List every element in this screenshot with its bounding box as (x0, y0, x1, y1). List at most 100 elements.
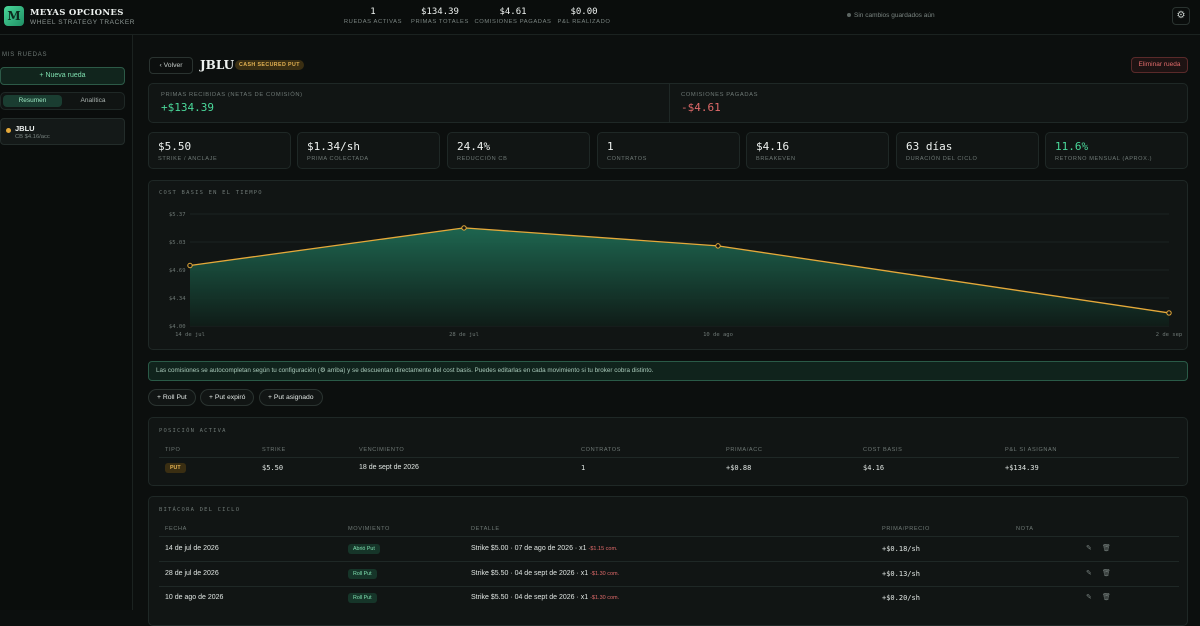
sidebar-tabs: Resumen Analítica (0, 92, 125, 110)
log-detail: Strike $5.50 · 04 de sept de 2026 · x1 -… (471, 594, 619, 601)
summary-panel: PRIMAS RECIBIDAS (NETAS DE COMISIÓN) +$1… (148, 83, 1188, 123)
app-subtitle: WHEEL STRATEGY TRACKER (30, 19, 136, 26)
active-position-panel: POSICIÓN ACTIVA TIPO STRIKE VENCIMIENTO … (148, 417, 1188, 486)
tab-resumen[interactable]: Resumen (3, 95, 62, 107)
page-title: JBLU (200, 58, 235, 72)
trash-icon[interactable]: 🗑 (1102, 570, 1111, 577)
column-header: DETALLE (471, 526, 500, 532)
action-label: Put asignado (273, 394, 314, 401)
y-tick-label: $4.34 (169, 296, 186, 302)
stat-realized-pnl: $0.00 P&L REALIZADO (557, 7, 611, 25)
edit-icon[interactable]: ✎ (1086, 545, 1092, 552)
trash-icon[interactable]: 🗑 (1102, 545, 1111, 552)
save-status-text: Sin cambios guardados aún (854, 12, 935, 19)
metric-card-monthly-return: 11.6% RETORNO MENSUAL (APROX.) (1045, 132, 1188, 169)
summary-label: PRIMAS RECIBIDAS (NETAS DE COMISIÓN) (161, 92, 303, 98)
summary-commissions: COMISIONES PAGADAS -$4.61 (681, 92, 758, 114)
stat-value: $0.00 (570, 7, 598, 17)
column-header: MOVIMIENTO (348, 526, 390, 532)
log-date: 10 de ago de 2026 (165, 594, 224, 601)
put-expired-button[interactable]: + Put expiró (200, 389, 255, 406)
status-dot-icon (847, 13, 851, 18)
log-detail: Strike $5.00 · 07 de ago de 2026 · x1 -$… (471, 545, 618, 552)
log-detail: Strike $5.50 · 04 de sept de 2026 · x1 -… (471, 570, 619, 577)
metric-value: $5.50 (158, 140, 192, 153)
log-price: +$0.18/sh (882, 545, 920, 553)
delete-wheel-button[interactable]: Eliminar rueda (1131, 57, 1188, 73)
divider (159, 457, 1179, 458)
x-tick-label: 28 de jul (449, 332, 479, 338)
x-tick-label: 14 de jul (175, 332, 205, 338)
x-tick-label: 2 de sep (1156, 332, 1183, 338)
chart-title: COST BASIS EN EL TIEMPO (159, 190, 263, 196)
settings-button[interactable]: ⚙ (1172, 7, 1190, 25)
commission-text: -$1.15 com. (588, 546, 618, 552)
stat-value: $134.39 (421, 7, 459, 17)
stat-label: RUEDAS ACTIVAS (343, 19, 403, 25)
column-header: COST BASIS (863, 447, 903, 453)
plus-icon: + (157, 394, 163, 401)
log-price: +$0.13/sh (882, 570, 920, 578)
section-title: BITÁCORA DEL CICLO (159, 507, 241, 513)
metric-label: CONTRATOS (607, 156, 647, 162)
type-badge: PUT (165, 463, 186, 473)
y-tick-label: $4.69 (169, 268, 186, 274)
detail-text: Strike $5.50 · 04 de sept de 2026 · x1 (471, 594, 589, 601)
back-label: Volver (163, 62, 183, 69)
edit-icon[interactable]: ✎ (1086, 570, 1092, 577)
trash-icon[interactable]: 🗑 (1102, 594, 1111, 601)
commission-info-note: Las comisiones se autocompletan según tu… (148, 361, 1188, 381)
summary-premiums: PRIMAS RECIBIDAS (NETAS DE COMISIÓN) +$1… (161, 92, 303, 114)
action-label: Roll Put (162, 394, 187, 401)
table-cell: $5.50 (262, 464, 284, 472)
table-cell: +$0.88 (726, 464, 752, 472)
metric-card-strike: $5.50 STRIKE / ANCLAJE (148, 132, 291, 169)
stat-label: PRIMAS TOTALES (410, 19, 469, 25)
roll-put-button[interactable]: + Roll Put (148, 389, 196, 406)
edit-icon[interactable]: ✎ (1086, 594, 1092, 601)
gear-icon: ⚙ (1176, 10, 1186, 21)
metric-card-duration: 63 días DURACIÓN DEL CICLO (896, 132, 1039, 169)
table-cell: $4.16 (863, 464, 885, 472)
detail-text: Strike $5.50 · 04 de sept de 2026 · x1 (471, 570, 589, 577)
wheel-item-jblu[interactable]: JBLU CB $4.16/acc (0, 118, 125, 145)
column-header: TIPO (165, 447, 181, 453)
column-header: NOTA (1016, 526, 1034, 532)
x-tick-label: 10 de ago (703, 332, 733, 338)
top-bar: M MEYAS OPCIONES WHEEL STRATEGY TRACKER … (0, 0, 1200, 35)
metric-card-premium: $1.34/sh PRIMA COLECTADA (297, 132, 440, 169)
metric-value: $4.16 (756, 140, 790, 153)
y-tick-label: $5.37 (169, 212, 186, 218)
detail-text: Strike $5.00 · 07 de ago de 2026 · x1 (471, 545, 587, 552)
stat-value: 1 (370, 7, 376, 17)
stat-total-premiums: $134.39 PRIMAS TOTALES (410, 7, 470, 25)
table-cell: +$134.39 (1005, 464, 1039, 472)
put-assigned-button[interactable]: + Put asignado (259, 389, 323, 406)
metric-label: PRIMA COLECTADA (307, 156, 369, 162)
metric-card-contracts: 1 CONTRATOS (597, 132, 740, 169)
y-tick-label: $4.00 (169, 324, 186, 330)
sidebar: MIS RUEDAS + Nueva rueda Resumen Analíti… (0, 35, 133, 610)
log-price: +$0.20/sh (882, 594, 920, 602)
section-title: POSICIÓN ACTIVA (159, 428, 227, 434)
back-button[interactable]: ‹ Volver (149, 57, 193, 74)
metric-label: RETORNO MENSUAL (APROX.) (1055, 156, 1153, 162)
column-header: STRIKE (262, 447, 286, 453)
tab-analitica[interactable]: Analítica (80, 97, 106, 104)
new-wheel-label: Nueva rueda (45, 72, 86, 79)
series-area (190, 227, 1169, 326)
status-dot-icon (6, 128, 11, 133)
data-point (1166, 310, 1172, 316)
movement-badge: Roll Put (348, 569, 377, 579)
new-wheel-button[interactable]: + Nueva rueda (0, 67, 125, 85)
column-header: FECHA (165, 526, 187, 532)
wheel-ticker: JBLU (15, 124, 35, 133)
metric-value: 24.4% (457, 140, 491, 153)
table-cell: 18 de sept de 2026 (359, 464, 419, 471)
y-tick-label: $5.03 (169, 240, 186, 246)
metric-value: 1 (607, 140, 614, 153)
metric-label: REDUCCIÓN CB (457, 156, 508, 162)
summary-value: -$4.61 (681, 101, 721, 114)
movement-badge: Abrió Put (348, 544, 380, 554)
app-logo: M (4, 6, 24, 26)
